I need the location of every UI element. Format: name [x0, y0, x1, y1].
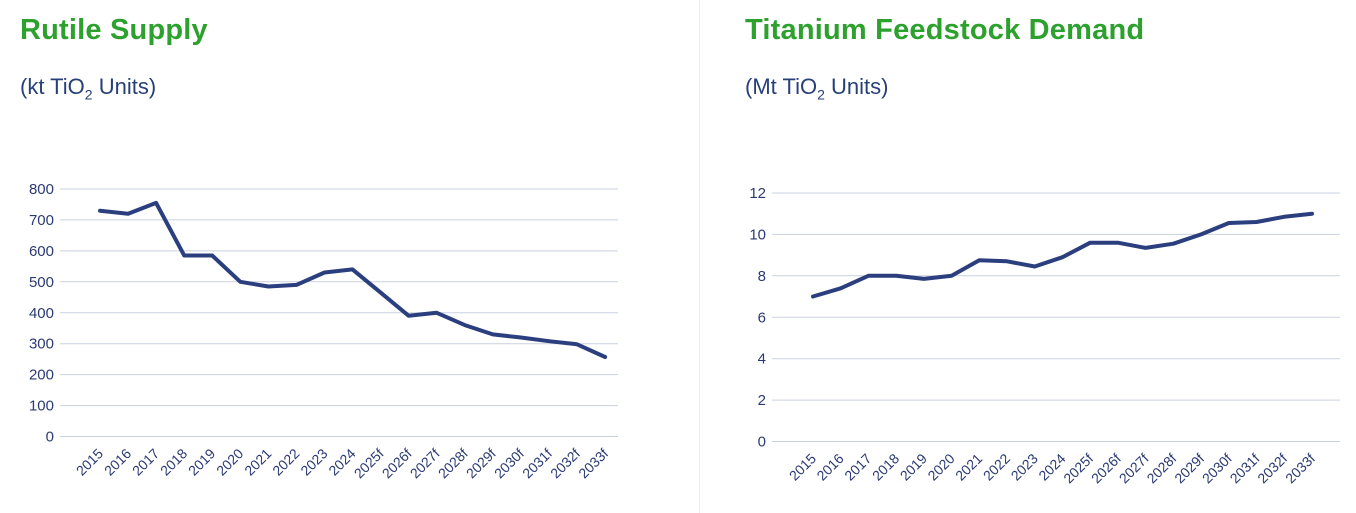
x-axis-tick-label: 2029f	[463, 445, 499, 481]
titanium-feedstock-demand-title: Titanium Feedstock Demand	[745, 14, 1145, 46]
y-axis-tick-label: 2	[758, 392, 766, 409]
x-axis-tick-label: 2026f	[379, 445, 415, 481]
x-axis-tick-label: 2027f	[1116, 450, 1152, 486]
rutile-supply-line	[98, 200, 608, 359]
y-axis-tick-label: 100	[29, 398, 54, 415]
x-axis-tick-label: 2029f	[1171, 450, 1207, 486]
x-axis-tick-label: 2020	[213, 445, 246, 478]
y-axis-tick-label: 300	[29, 336, 54, 353]
rutile-supply-plot: 0100200300400500600700800201520162017201…	[29, 181, 618, 481]
y-axis-tick-label: 12	[749, 185, 766, 202]
x-axis-tick-label: 2025f	[351, 445, 387, 481]
x-axis-tick-label: 2033f	[575, 445, 611, 481]
x-axis-tick-label: 2020	[924, 450, 957, 483]
rutile-supply-title: Rutile Supply	[20, 14, 208, 46]
x-axis-tick-label: 2018	[869, 450, 902, 483]
x-axis-tick-label: 2031f	[1227, 450, 1263, 486]
titanium-feedstock-demand-line	[811, 211, 1314, 299]
x-axis-tick-label: 2027f	[407, 445, 443, 481]
x-axis-tick-label: 2025f	[1060, 450, 1096, 486]
x-axis-tick-label: 2015	[73, 445, 106, 478]
x-axis-tick-label: 2028f	[1143, 450, 1179, 486]
y-axis-tick-label: 500	[29, 274, 54, 291]
x-axis-tick-label: 2030f	[1199, 450, 1235, 486]
x-axis-tick-label: 2023	[1008, 450, 1041, 483]
y-axis-tick-label: 700	[29, 212, 54, 229]
y-axis-tick-label: 200	[29, 367, 54, 384]
x-axis-tick-label: 2033f	[1282, 450, 1318, 486]
x-axis-tick-label: 2017	[841, 450, 874, 483]
x-axis-tick-label: 2028f	[435, 445, 471, 481]
x-axis-tick-label: 2022	[980, 450, 1013, 483]
x-axis-tick-label: 2018	[157, 445, 190, 478]
y-axis-tick-label: 800	[29, 181, 54, 198]
x-axis-tick-label: 2015	[786, 450, 819, 483]
x-axis-tick-label: 2019	[185, 445, 218, 478]
x-axis-tick-label: 2017	[129, 445, 162, 478]
y-axis-tick-label: 6	[758, 309, 766, 326]
x-axis-tick-label: 2026f	[1088, 450, 1124, 486]
x-axis-tick-label: 2016	[101, 445, 134, 478]
x-axis-tick-label: 2032f	[1254, 450, 1290, 486]
y-axis-tick-label: 400	[29, 305, 54, 322]
x-axis-tick-label: 2021	[952, 450, 985, 483]
titanium-feedstock-demand-units-label: (Mt TiO2 Units)	[745, 74, 889, 103]
titanium-feedstock-demand-plot: 0246810122015201620172018201920202021202…	[749, 185, 1340, 486]
y-axis-tick-label: 0	[758, 434, 766, 451]
y-axis-tick-label: 0	[46, 429, 54, 446]
x-axis-tick-label: 2016	[813, 450, 846, 483]
rutile-supply-units-label: (kt TiO2 Units)	[20, 74, 157, 103]
panel-divider	[699, 0, 700, 513]
x-axis-tick-label: 2030f	[491, 445, 527, 481]
x-axis-tick-label: 2023	[297, 445, 330, 478]
x-axis-tick-label: 2032f	[547, 445, 583, 481]
x-axis-tick-label: 2019	[897, 450, 930, 483]
x-axis-tick-label: 2022	[269, 445, 302, 478]
y-axis-tick-label: 4	[758, 351, 766, 368]
y-axis-tick-label: 600	[29, 243, 54, 260]
y-axis-tick-label: 8	[758, 268, 766, 285]
x-axis-tick-label: 2021	[241, 445, 274, 478]
y-axis-tick-label: 10	[749, 226, 766, 243]
x-axis-tick-label: 2031f	[519, 445, 555, 481]
